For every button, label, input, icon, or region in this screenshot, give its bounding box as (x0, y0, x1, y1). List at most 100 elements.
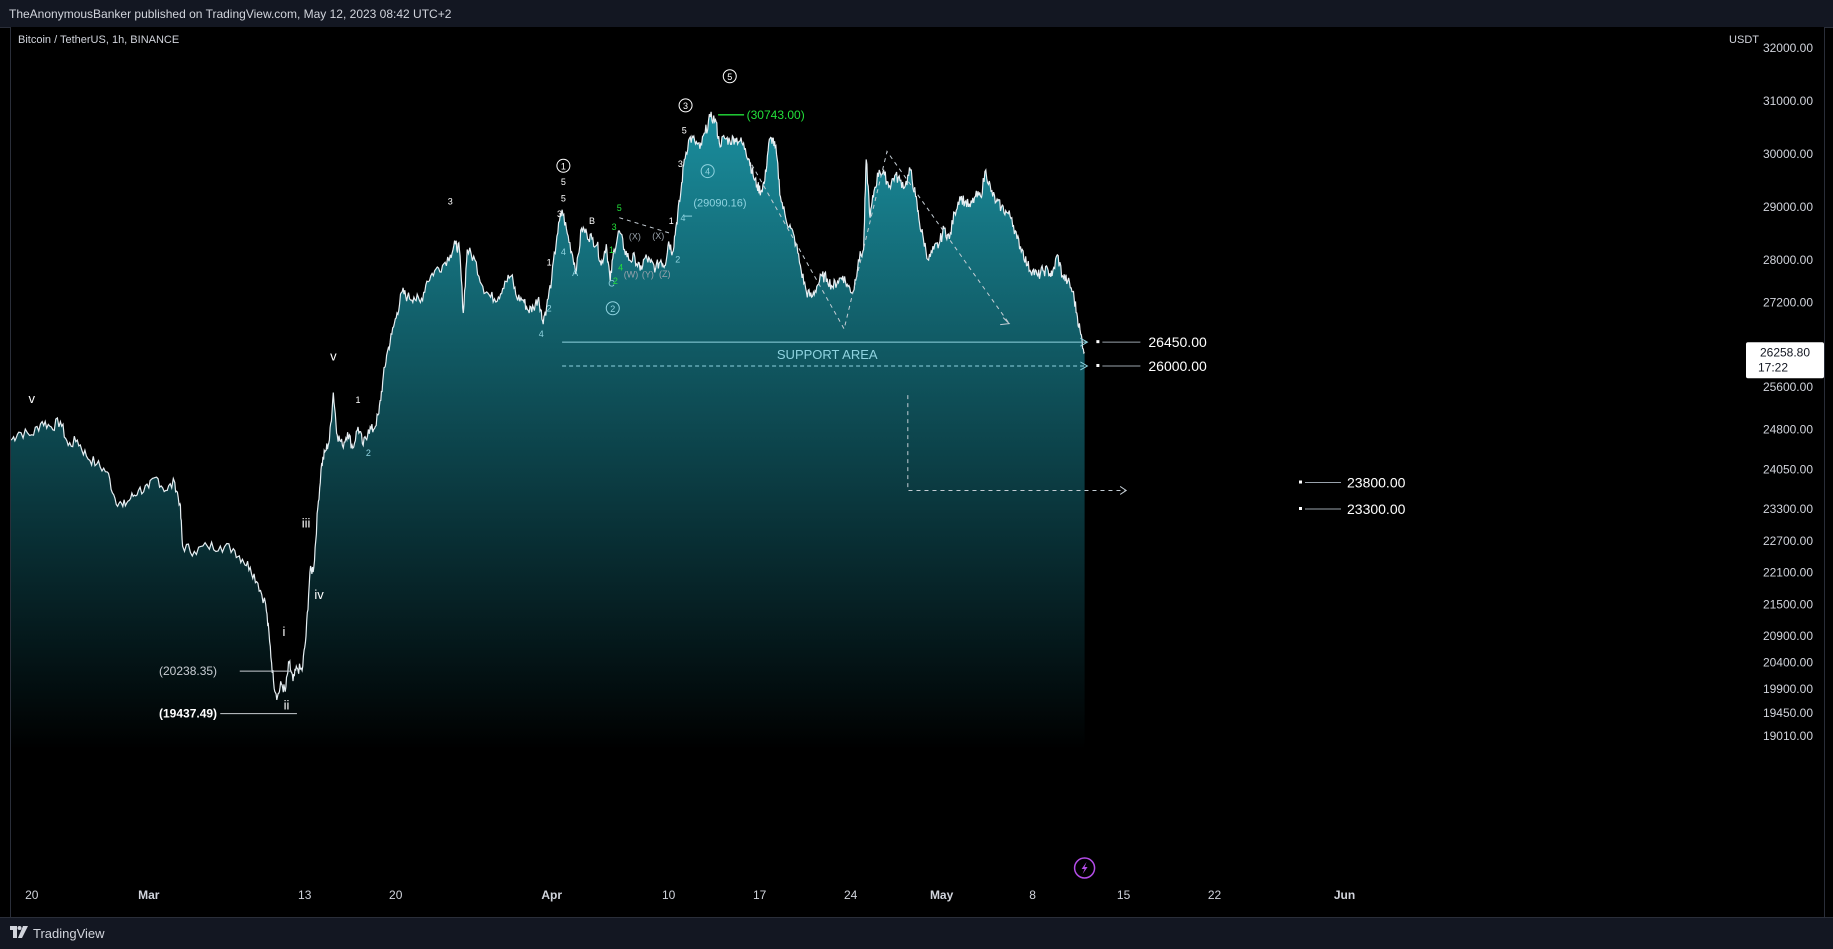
x-tick-label: 13 (298, 888, 312, 902)
wave-label: 5 (617, 203, 622, 213)
target-anchor-marker (1299, 507, 1302, 510)
y-tick-label: 24050.00 (1763, 462, 1813, 476)
wave-label: ii (284, 698, 290, 713)
wave-label: 2 (613, 276, 618, 286)
y-tick-label: 19010.00 (1763, 729, 1813, 743)
wave-label: i (282, 624, 285, 639)
wave-label: 1 (609, 245, 614, 255)
target-price-label: 23800.00 (1347, 475, 1406, 491)
wave-label: (Z) (659, 269, 671, 279)
y-tick-label: 21500.00 (1763, 597, 1813, 611)
wave-label: 5 (682, 125, 687, 135)
y-tick-label: 28000.00 (1763, 253, 1813, 267)
y-tick-label: 22700.00 (1763, 534, 1813, 548)
lightning-bolt-icon (1081, 862, 1088, 874)
level-price-label: 26000.00 (1148, 358, 1207, 374)
projected-drop-path (907, 395, 1127, 491)
wave-label: (X) (652, 231, 664, 241)
wave-label: 3 (557, 209, 562, 219)
y-tick-label: 20400.00 (1763, 656, 1813, 670)
arrow-head-icon (1000, 317, 1011, 326)
wave-circle-label: 3 (683, 101, 688, 111)
target-anchor-marker (1299, 480, 1302, 484)
wave-guide-line (619, 217, 672, 235)
wave-label: 4 (561, 247, 566, 257)
x-tick-label: 24 (844, 888, 858, 902)
arrow-head-icon (1080, 361, 1089, 371)
x-tick-label: Mar (138, 888, 160, 902)
wave-label: 4 (539, 329, 544, 339)
current-price-label: 26258.80 (1760, 345, 1810, 359)
x-tick-label: 8 (1029, 888, 1036, 902)
mid-price-label: (29090.16) (693, 197, 746, 209)
wave-label: B (589, 216, 595, 226)
x-tick-label: 22 (1208, 888, 1222, 902)
y-tick-label: 22100.00 (1763, 566, 1813, 580)
y-tick-label: 27200.00 (1763, 295, 1813, 309)
support-area-label: SUPPORT AREA (777, 347, 878, 362)
wave-circle-marker (678, 98, 693, 113)
x-tick-label: 20 (25, 888, 39, 902)
y-tick-label: 19450.00 (1763, 706, 1813, 720)
price-line (11, 111, 1086, 701)
wave-circle-label: 2 (610, 304, 615, 314)
y-tick-label: 31000.00 (1763, 94, 1813, 108)
wave-label: iv (314, 587, 324, 602)
wave-label: (Y) (642, 270, 654, 280)
wave-circle-marker (722, 69, 737, 84)
price-chart[interactable]: 26450.00 26000.00 23800.00 23300.00 (20238.3… (11, 27, 1824, 917)
level-anchor-marker (1096, 363, 1100, 367)
swing-low-label: (20238.35) (159, 664, 217, 678)
wave-label: 3 (448, 196, 453, 206)
chart-area[interactable]: 26450.00 26000.00 23800.00 23300.00 (20238.3… (10, 27, 1825, 917)
wave-label: 1 (356, 395, 361, 405)
wave-label: 4 (618, 263, 623, 273)
publish-info: TheAnonymousBanker published on TradingV… (9, 7, 452, 21)
wave-label: 4 (680, 213, 685, 223)
wave-label: v (330, 349, 337, 364)
wave-circle-label: 1 (561, 161, 566, 171)
wave-circle-label: 4 (705, 167, 710, 177)
x-tick-label: May (930, 888, 954, 902)
tradingview-brand[interactable]: TradingView (10, 926, 105, 941)
y-tick-label: 25600.00 (1763, 380, 1813, 394)
wave-label: (X) (629, 231, 641, 241)
wave-circle-marker (700, 164, 715, 179)
level-anchor-marker (1096, 340, 1100, 344)
y-tick-label: 23300.00 (1763, 502, 1813, 516)
tradingview-label: TradingView (33, 926, 105, 941)
y-tick-label: 24800.00 (1763, 423, 1813, 437)
wave-label: A (572, 268, 578, 278)
bar-countdown-label: 17:22 (1758, 360, 1788, 374)
symbol-label: Bitcoin / TetherUS, 1h, BINANCE (18, 34, 179, 46)
tradingview-logo-icon (10, 926, 28, 941)
peak-price-label: (30743.00) (747, 108, 805, 122)
x-tick-label: 15 (1117, 888, 1131, 902)
currency-label: USDT (1729, 34, 1759, 46)
y-tick-label: 32000.00 (1763, 41, 1813, 55)
swing-low-label: (19437.49) (159, 707, 217, 721)
wave-label: v (29, 391, 36, 406)
wave-circle-label: 5 (727, 72, 732, 82)
x-tick-label: 17 (753, 888, 767, 902)
y-tick-label: 20900.00 (1763, 629, 1813, 643)
arrow-head-icon (1080, 337, 1089, 347)
publish-header: TheAnonymousBanker published on TradingV… (0, 0, 1833, 28)
current-price-tag (1746, 342, 1824, 379)
wave-label: 3 (612, 222, 617, 232)
wave-label: 2 (366, 448, 371, 458)
level-price-label: 26450.00 (1148, 334, 1207, 350)
arrow-head-icon (1119, 486, 1128, 495)
wave-circle-marker (556, 158, 571, 173)
x-tick-label: Jun (1334, 888, 1355, 902)
price-area-fill (11, 111, 1085, 751)
wave-label: 1 (547, 257, 552, 267)
wave-label: 1 (669, 216, 674, 226)
y-tick-label: 19900.00 (1763, 682, 1813, 696)
wave-label: C (608, 279, 615, 289)
y-tick-label: 29000.00 (1763, 200, 1813, 214)
wave-label: 5 (561, 177, 566, 187)
wave-circle-marker (605, 301, 620, 316)
wave-label: 2 (675, 255, 680, 265)
footer-bar: TradingView (0, 917, 1833, 949)
